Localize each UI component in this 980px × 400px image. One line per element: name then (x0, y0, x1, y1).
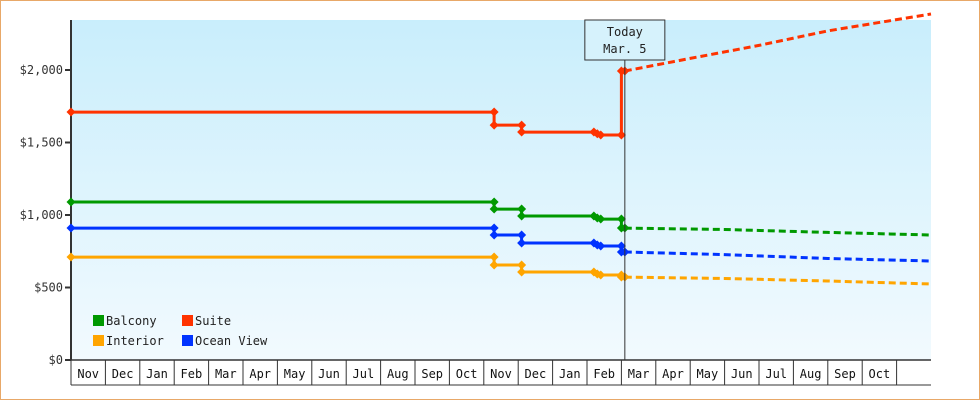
forecast-line-balcony (624, 226, 932, 237)
series-lines (66, 12, 932, 286)
data-point-marker[interactable] (517, 230, 527, 240)
legend-swatch (182, 315, 193, 326)
today-marker: Today Mar. 5 (584, 19, 666, 360)
legend-label: Suite (195, 314, 231, 328)
x-axis: Nov Dec Jan Feb Mar Apr May Jun Jul Aug Sep Oct Nov D… (70, 359, 931, 386)
data-point-marker[interactable] (616, 214, 626, 224)
x-tick-label: Dec (112, 367, 134, 381)
x-tick-label: Jan (559, 367, 581, 381)
data-point-marker[interactable] (489, 120, 499, 130)
forecast-line-interior (624, 275, 932, 286)
data-point-marker[interactable] (596, 130, 606, 140)
data-point-marker[interactable] (517, 120, 527, 130)
data-point-marker[interactable] (596, 214, 606, 224)
y-axis: $0 $500 $1,000 $1,500 $2,000 (20, 20, 72, 367)
x-tick-label: Nov (77, 367, 99, 381)
y-tick-label: $500 (34, 281, 63, 295)
x-tick-label: Jun (318, 367, 340, 381)
data-point-marker[interactable] (489, 204, 499, 214)
data-point-marker[interactable] (489, 107, 499, 117)
data-point-marker[interactable] (517, 267, 527, 277)
plot-area (71, 20, 931, 360)
x-tick-label: Apr (249, 367, 271, 381)
legend-label: Balcony (106, 314, 157, 328)
today-box (584, 19, 666, 61)
today-date: Mar. 5 (603, 42, 646, 56)
data-point-marker[interactable] (489, 252, 499, 262)
x-tick-label: Nov (490, 367, 512, 381)
data-point-marker[interactable] (517, 127, 527, 137)
data-point-marker[interactable] (616, 130, 626, 140)
today-label: Today (607, 25, 643, 39)
x-tick-label: Feb (593, 367, 615, 381)
x-tick-label: Oct (456, 367, 478, 381)
x-tick-label: Dec (525, 367, 547, 381)
x-tick-label: May (697, 367, 719, 381)
x-tick-label: Jan (146, 367, 168, 381)
x-tick-label: Apr (662, 367, 684, 381)
x-tick-label: Feb (181, 367, 203, 381)
data-point-marker[interactable] (66, 252, 76, 262)
data-point-marker[interactable] (517, 211, 527, 221)
data-point-marker[interactable] (489, 197, 499, 207)
data-point-marker[interactable] (517, 260, 527, 270)
x-tick-label: Jul (765, 367, 787, 381)
x-tick-label: Jun (731, 367, 753, 381)
data-point-marker[interactable] (66, 197, 76, 207)
x-tick-label: Oct (869, 367, 891, 381)
y-tick-label: $0 (49, 353, 63, 367)
data-point-marker[interactable] (517, 238, 527, 248)
forecast-line-ocean-view (624, 250, 932, 263)
x-tick-label: Aug (800, 367, 822, 381)
data-point-marker[interactable] (517, 204, 527, 214)
y-tick-label: $1,500 (20, 136, 63, 150)
legend-label: Interior (106, 334, 164, 348)
legend-label: Ocean View (195, 334, 268, 348)
y-tick-label: $2,000 (20, 63, 63, 77)
legend-swatch (182, 335, 193, 346)
data-point-marker[interactable] (66, 107, 76, 117)
data-point-marker[interactable] (489, 260, 499, 270)
data-point-marker[interactable] (489, 223, 499, 233)
x-tick-label: Aug (387, 367, 409, 381)
legend: Balcony Suite Interior Ocean View (93, 314, 268, 348)
data-point-marker[interactable] (489, 230, 499, 240)
x-tick-label: Mar (628, 367, 650, 381)
data-point-marker[interactable] (596, 270, 606, 280)
y-tick-label: $1,000 (20, 208, 63, 222)
data-point-marker[interactable] (66, 223, 76, 233)
data-point-marker[interactable] (596, 241, 606, 251)
x-tick-label: May (284, 367, 306, 381)
forecast-line-suite (624, 12, 932, 73)
legend-swatch (93, 335, 104, 346)
legend-swatch (93, 315, 104, 326)
x-tick-label: Mar (215, 367, 237, 381)
x-tick-label: Jul (353, 367, 375, 381)
x-tick-label: Sep (834, 367, 856, 381)
x-tick-label: Sep (421, 367, 443, 381)
data-point-marker[interactable] (616, 241, 626, 251)
